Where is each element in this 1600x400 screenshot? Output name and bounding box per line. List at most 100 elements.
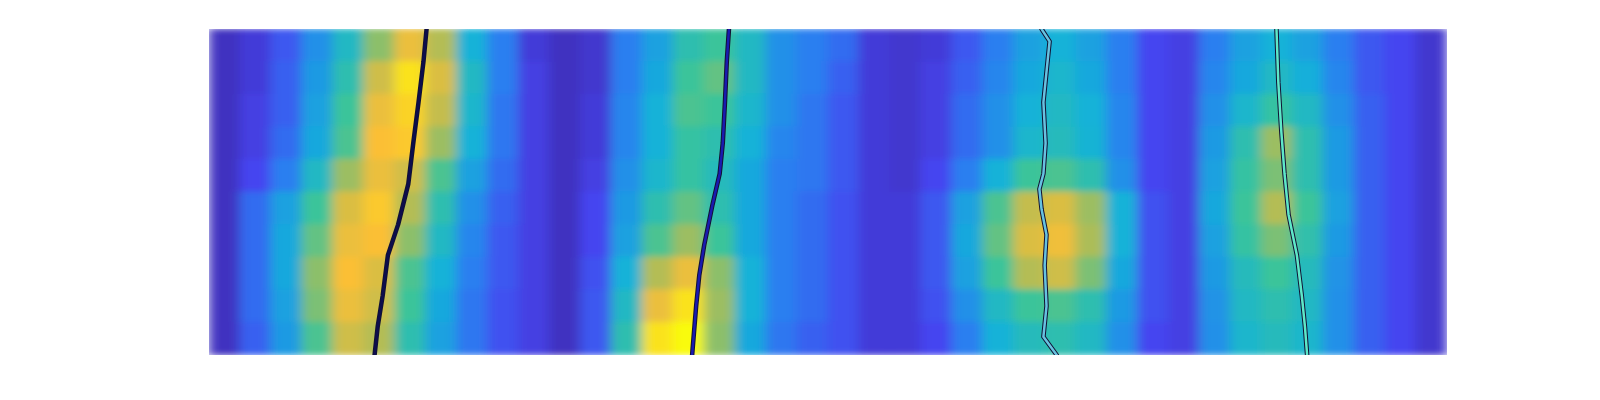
heat-cell [920,29,952,62]
heat-cell [1385,126,1417,160]
heat-cell [1106,257,1138,291]
heat-cell [858,192,890,226]
heat-cell [611,126,643,160]
heat-cell [982,159,1014,193]
heat-cell [611,322,643,355]
heat-cell [920,159,952,193]
heat-cell [580,192,612,226]
heat-cell [394,289,426,323]
heat-cell [1323,126,1355,160]
heat-cell [518,94,550,128]
track-line [375,29,427,355]
heat-cell [982,289,1014,323]
heat-cell [1013,322,1045,355]
plot-area [209,29,1447,355]
heat-cell [549,257,581,291]
heat-cell [1044,94,1076,128]
heat-cell [1416,322,1447,355]
heat-cell [518,257,550,291]
heat-cell [456,61,488,95]
heat-cell [982,94,1014,128]
heat-cell [1385,257,1417,291]
heat-cell [1106,61,1138,95]
heat-cell [1292,29,1324,62]
heat-cell [332,29,364,62]
heat-cell [239,61,271,95]
heat-cell [951,322,983,355]
heat-cell [1385,289,1417,323]
heat-cell [332,126,364,160]
heat-cell [673,192,705,226]
heat-cell [673,94,705,128]
heat-cell [1354,257,1386,291]
heat-cell [1354,159,1386,193]
heat-cell [1137,94,1169,128]
heat-cell [1013,224,1045,258]
heat-cell [580,322,612,355]
heat-cell [487,322,519,355]
heat-cell [766,289,798,323]
heat-cell [301,289,333,323]
heat-cell [951,159,983,193]
heat-cell [1230,224,1262,258]
heat-cell [1354,94,1386,128]
heat-cell [239,224,271,258]
heat-cell [889,224,921,258]
heat-cell [1137,159,1169,193]
heat-cell [766,94,798,128]
heat-cell [611,257,643,291]
heat-cell [1168,257,1200,291]
heat-cell [642,94,674,128]
heat-cell [1168,61,1200,95]
heat-cell [766,224,798,258]
heat-cell [673,159,705,193]
heat-cell [549,94,581,128]
heat-cell [456,289,488,323]
heat-cell [425,61,457,95]
heat-cell [394,322,426,355]
heat-cell [209,224,240,258]
heat-cell [1199,94,1231,128]
heat-cell [1044,224,1076,258]
heat-cell [1323,159,1355,193]
heat-cell [828,192,860,226]
heat-cell [1323,29,1355,62]
heat-cell [1230,322,1262,355]
heat-cell [1106,159,1138,193]
heat-cell [1013,257,1045,291]
heat-cell [828,159,860,193]
heat-cell [735,94,767,128]
heat-cell [673,322,705,355]
heat-cell [209,322,240,355]
heat-cell [456,94,488,128]
heat-cell [1230,126,1262,160]
heat-cell [487,257,519,291]
heat-cell [920,94,952,128]
heat-cell [549,192,581,226]
heat-cell [1385,322,1417,355]
heat-cell [301,94,333,128]
heat-cell [735,192,767,226]
heat-cell [394,29,426,62]
heat-cell [642,192,674,226]
heat-cell [797,322,829,355]
heat-cell [858,159,890,193]
heat-cell [1013,61,1045,95]
heat-cell [1385,159,1417,193]
heat-cell [642,289,674,323]
heat-cell [982,126,1014,160]
heat-cell [1261,289,1293,323]
heat-cell [1106,192,1138,226]
heat-cell [209,126,240,160]
heat-cell [301,29,333,62]
heat-cell [766,192,798,226]
heat-cell [951,29,983,62]
heat-cell [1137,322,1169,355]
heat-cell [209,159,240,193]
heat-cell [1075,159,1107,193]
heat-cell [1354,322,1386,355]
heat-cell [1075,257,1107,291]
heat-cell [363,126,395,160]
heat-cell [1230,29,1262,62]
heat-cell [673,224,705,258]
